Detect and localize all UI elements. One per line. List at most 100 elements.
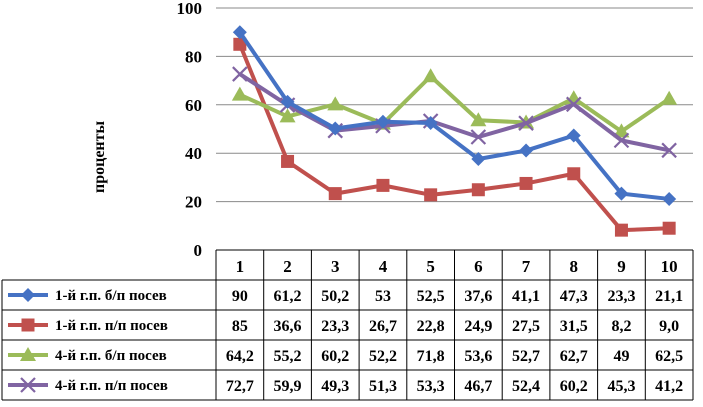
data-label: 52,4 (512, 378, 540, 395)
x-marker (613, 132, 630, 149)
x-marker-stroke (232, 66, 248, 82)
data-label: 90 (232, 288, 248, 305)
data-label: 53 (375, 288, 391, 305)
x-marker-stroke (565, 96, 582, 113)
x-marker (565, 96, 582, 113)
data-label: 52,2 (369, 348, 397, 365)
x-tick-label: 3 (331, 257, 340, 276)
data-label: 62,5 (655, 348, 683, 365)
data-label: 64,2 (226, 348, 254, 365)
data-table: 1 2 3 4 5 6 7 8 9 10 1-й г.п. б/п посев 90 61,2 50,2 5… (1, 249, 694, 401)
x-tick-label: 4 (379, 257, 388, 276)
data-label: 62,7 (560, 348, 588, 365)
triangle-marker (327, 96, 344, 111)
x-marker-stroke (518, 115, 534, 131)
data-label: 46,7 (464, 378, 492, 395)
data-label: 52,7 (512, 348, 540, 365)
diamond-marker (232, 25, 247, 40)
data-label: 9,0 (659, 318, 679, 335)
diamond-marker (614, 186, 629, 201)
x-marker (470, 129, 487, 145)
x-tick-label: 2 (283, 257, 292, 276)
x-marker (20, 377, 36, 393)
diamond-marker (21, 288, 35, 302)
data-label: 51,3 (369, 378, 397, 395)
data-label: 60,2 (560, 378, 588, 395)
diamond-marker (280, 94, 295, 109)
y-tick-label: 40 (185, 144, 202, 163)
diamond-marker (328, 121, 343, 136)
x-tick-label: 8 (570, 257, 579, 276)
legend-series-name: 1-й г.п. б/п посев (55, 288, 167, 304)
x-marker (661, 142, 677, 159)
triangle-marker (613, 123, 630, 138)
data-label: 22,8 (417, 318, 445, 335)
data-label: 21,1 (655, 288, 683, 305)
square-marker (662, 221, 676, 235)
data-label: 49 (613, 348, 629, 365)
data-label: 53,3 (417, 378, 445, 395)
legend-series-name: 1-й г.п. п/п посев (55, 318, 168, 334)
data-label: 27,5 (512, 318, 540, 335)
series-lines (231, 25, 678, 237)
data-label: 36,6 (274, 318, 302, 335)
diamond-marker (662, 191, 677, 206)
x-marker-stroke (613, 132, 630, 149)
legend-series-name: 4-й г.п. п/п посев (55, 378, 168, 394)
y-axis-label: проценты (91, 120, 108, 193)
x-tick-label: 9 (617, 257, 626, 276)
square-marker (567, 167, 581, 181)
data-label: 85 (232, 318, 248, 335)
x-tick-label: 5 (426, 257, 435, 276)
diamond-marker (519, 143, 534, 158)
triangle-marker (661, 90, 678, 105)
square-marker (614, 223, 628, 237)
diamond-marker (375, 114, 390, 129)
data-label: 41,1 (512, 288, 540, 305)
data-label: 24,9 (464, 318, 492, 335)
y-tick-label: 60 (185, 96, 202, 115)
data-label: 61,2 (274, 288, 302, 305)
square-marker (21, 318, 35, 332)
data-label: 49,3 (321, 378, 349, 395)
y-axis-ticks: 0 20 40 60 80 100 (177, 0, 203, 260)
y-tick-label: 100 (177, 0, 203, 18)
data-label: 71,8 (417, 348, 445, 365)
diamond-marker (566, 128, 581, 143)
data-label: 59,9 (274, 378, 302, 395)
x-tick-label: 1 (236, 257, 245, 276)
data-label: 23,3 (607, 288, 635, 305)
data-label: 31,5 (560, 318, 588, 335)
series-line (238, 72, 670, 153)
y-tick-label: 0 (194, 241, 203, 260)
diamond-marker (471, 152, 486, 167)
data-label: 53,6 (464, 348, 492, 365)
series-line (237, 43, 670, 233)
diamond-marker (423, 115, 438, 130)
triangle-marker (470, 112, 487, 127)
x-marker-stroke (20, 377, 36, 393)
x-tick-label: 10 (661, 257, 678, 276)
data-label: 72,7 (226, 378, 254, 395)
square-marker (328, 187, 342, 201)
y-tick-label: 20 (185, 193, 202, 212)
x-marker-stroke (470, 129, 487, 145)
square-marker (424, 188, 438, 202)
x-tick-label: 7 (522, 257, 531, 276)
data-label: 8,2 (611, 318, 631, 335)
legend-series-name: 4-й г.п. б/п посев (55, 348, 167, 364)
series-line (238, 31, 670, 201)
x-marker (518, 115, 534, 131)
x-marker (232, 66, 248, 82)
square-marker (376, 178, 390, 192)
x-tick-label: 6 (474, 257, 483, 276)
square-marker (519, 176, 533, 190)
square-marker (281, 154, 295, 168)
triangle-marker (231, 86, 248, 101)
x-marker-stroke (661, 142, 677, 159)
data-label: 23,3 (321, 318, 349, 335)
series-line (239, 74, 671, 134)
y-tick-label: 80 (185, 47, 202, 66)
data-label: 47,3 (560, 288, 588, 305)
